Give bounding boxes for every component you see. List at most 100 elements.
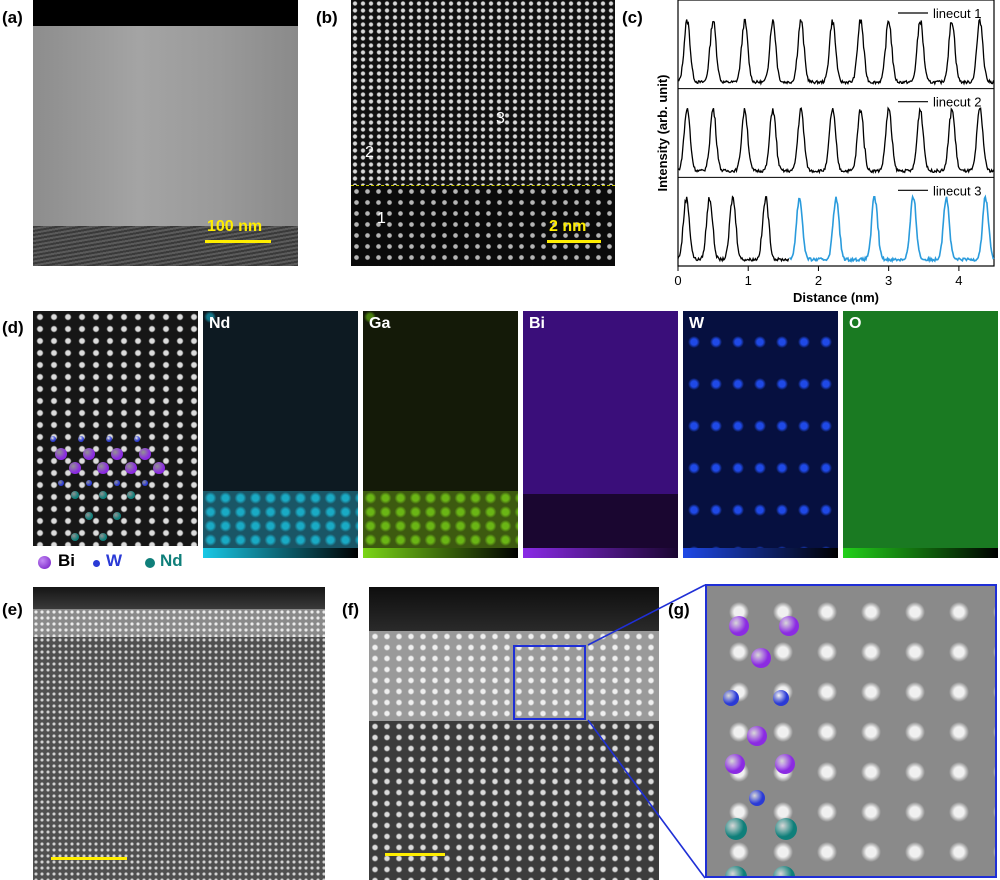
scalebar-b-label: 2 nm [549,218,587,235]
zoom-atom-marker [725,818,747,840]
series-line [677,195,790,263]
region-label-2: 2 [365,144,374,161]
panel-g-label: (g) [668,600,690,619]
zoom-box [513,645,586,720]
eds-map-title: Bi [529,315,545,332]
atom-marker [111,448,123,460]
film-e [33,609,325,637]
zoom-atom-marker [775,754,795,774]
eds-colorbar [683,548,838,558]
zoom-atom-marker [779,616,799,636]
zoom-atom-marker [725,866,747,876]
atom-marker [106,436,112,442]
x-tick-label: 1 [745,273,752,288]
scalebar-a [205,240,271,243]
atom-marker [127,491,135,499]
zoom-atom-marker [775,818,797,840]
atom-marker [69,462,81,474]
atom-marker [97,462,109,474]
substrate-e [33,637,325,880]
atom-marker [58,480,64,486]
substrate-layer [33,226,298,266]
eds-colorbar [843,548,998,558]
scalebar-b [547,240,601,243]
eds-colorbar [203,548,358,558]
vacuum-e [33,587,325,609]
atom-marker [78,436,84,442]
legend-label: linecut 2 [933,95,981,110]
film-layer [33,26,298,226]
nd-legend-marker [145,558,155,568]
panel-g-image [705,584,997,878]
atom-marker [99,533,107,541]
x-axis-label: Distance (nm) [793,290,879,305]
atom-marker [134,436,140,442]
legend-label: linecut 3 [933,183,981,198]
zoom-atom-marker [773,690,789,706]
legend-label: linecut 1 [933,6,981,21]
plot-frame [677,0,995,267]
zoom-atom-marker [723,690,739,706]
zoom-atom-marker [747,726,767,746]
scalebar-e [51,857,127,860]
x-tick-label: 3 [885,273,892,288]
scalebar-f [385,853,445,856]
atom-marker [55,448,67,460]
atom-marker [114,480,120,486]
linecut-chart: linecut 1 linecut 2 linecut 3 0 1 2 3 4 Distance… [655,0,995,305]
nd-legend-label: Nd [160,551,183,570]
w-legend-label: W [106,551,123,570]
zoom-atom-marker [725,754,745,774]
bi-legend-marker [38,556,51,569]
scalebar-a-label: 100 nm [207,218,263,235]
x-tick-label: 4 [955,273,962,288]
zoom-atom-marker [749,790,765,806]
w-legend-marker [93,560,100,567]
zoom-atom-marker [751,648,771,668]
atom-marker [85,512,93,520]
panel-b-label: (b) [316,8,338,27]
eds-map-w: W [683,311,838,558]
eds-map-title: Nd [209,315,231,332]
atom-marker [71,491,79,499]
y-axis-label: Intensity (arb. unit) [655,75,670,192]
atom-marker [153,462,165,474]
zoom-atom-marker [773,866,795,876]
atom-marker [142,480,148,486]
x-tick-label: 2 [815,273,822,288]
series-line [677,17,995,86]
zoom-atom-marker [729,616,749,636]
atom-marker [50,436,56,442]
eds-map-o: O [843,311,998,558]
series-line-highlight [789,193,995,264]
interface-line [351,185,615,186]
upper-lattice [351,0,615,185]
panel-e-label: (e) [2,600,23,619]
region-label-3: 3 [496,110,505,127]
eds-lower-lattice [203,491,358,548]
panel-a-image: 100 nm [33,0,298,266]
x-tick-label: 0 [674,273,681,288]
eds-map-ga: Ga [363,311,518,558]
eds-colorbar [363,548,518,558]
panel-d-label: (d) [2,318,24,337]
atom-marker [83,448,95,460]
panel-b-image: 1 2 3 2 nm [351,0,615,266]
eds-map-title: Ga [369,315,391,332]
atom-marker [71,533,79,541]
panel-a-label: (a) [2,8,23,27]
lower-lattice [351,186,615,266]
panel-d-haadf [33,311,198,546]
atom-marker [113,512,121,520]
eds-map-bi: Bi [523,311,678,558]
eds-map-title: O [849,315,862,332]
atom-marker [86,480,92,486]
eds-map-title: W [689,315,705,332]
region-label-1: 1 [377,210,386,227]
vacuum-f [369,587,659,631]
atom-marker [139,448,151,460]
zoom-atom-overlay [707,586,995,876]
panel-f-image [369,587,659,880]
eds-lower-lattice [363,491,518,548]
panel-e-image [33,587,325,880]
